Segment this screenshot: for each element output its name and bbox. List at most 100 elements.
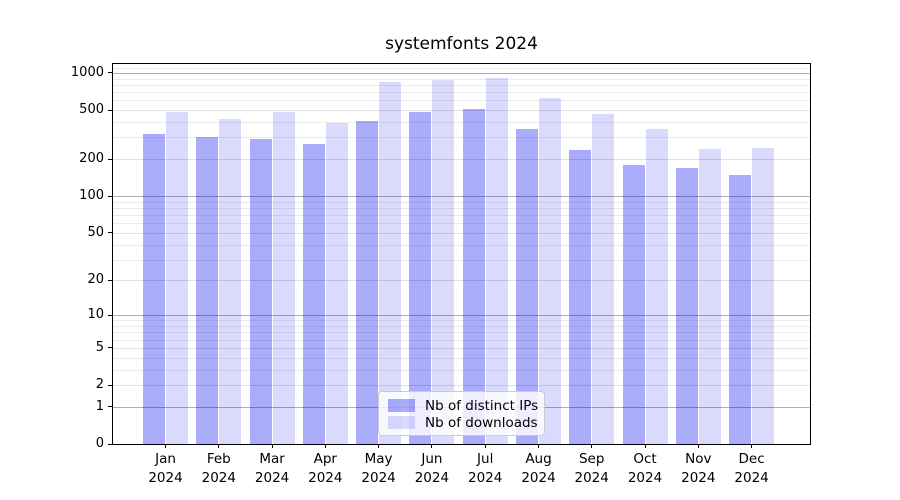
y-tick-label: 2: [95, 377, 104, 392]
x-tick-month: Jul: [477, 451, 494, 467]
legend-swatch-distinct-ips: [388, 399, 415, 412]
x-tick-label: Nov 2024: [666, 450, 730, 488]
x-tick-year: 2024: [361, 470, 396, 486]
bar-distinct-ips: [302, 144, 325, 444]
x-tick-year: 2024: [414, 470, 450, 486]
bar-downloads: [592, 113, 615, 444]
legend-swatch-downloads: [388, 416, 415, 429]
x-axis-tick: [697, 444, 699, 448]
legend-item-distinct-ips: Nb of distinct IPs: [388, 398, 538, 414]
bar-distinct-ips: [675, 167, 698, 444]
y-axis-tick: [108, 384, 112, 386]
x-tick-month: Dec: [738, 451, 765, 467]
y-axis-tick: [108, 443, 112, 445]
y-tick-label: 5: [95, 339, 104, 355]
gridline: [113, 232, 810, 234]
x-axis-tick: [218, 444, 220, 448]
x-tick-month: Aug: [525, 451, 552, 467]
y-tick-label: 1000: [70, 64, 104, 80]
x-tick-month: Mar: [259, 451, 285, 467]
gridline-minor: [113, 201, 810, 203]
bar-distinct-ips: [462, 108, 485, 444]
gridline-minor: [113, 339, 810, 341]
bar-downloads: [219, 119, 242, 444]
x-tick-label: Aug 2024: [507, 450, 571, 488]
gridline-major: [113, 315, 810, 317]
bar-distinct-ips: [249, 139, 272, 444]
x-tick-label: Sep 2024: [560, 450, 624, 488]
bar-distinct-ips: [569, 150, 592, 444]
x-axis-tick: [324, 444, 326, 448]
bar-distinct-ips: [356, 120, 379, 444]
x-axis-tick: [644, 444, 646, 448]
x-axis-tick: [431, 444, 433, 448]
x-tick-month: Apr: [313, 451, 337, 467]
x-axis-tick: [378, 444, 380, 448]
x-tick-year: 2024: [521, 470, 556, 486]
gridline-minor: [113, 320, 810, 322]
y-tick-label: 10: [87, 307, 104, 323]
x-tick-year: 2024: [201, 470, 236, 486]
x-tick-label: Oct 2024: [613, 450, 677, 488]
bar-downloads: [539, 98, 561, 444]
x-tick-month: Jun: [421, 451, 443, 467]
x-tick-label: Dec 2024: [720, 450, 784, 488]
x-tick-month: Oct: [633, 451, 657, 467]
gridline-minor: [113, 207, 810, 209]
gridline-minor: [113, 122, 810, 123]
x-axis-tick: [271, 444, 273, 448]
y-axis-tick: [108, 195, 112, 197]
gridline-minor: [113, 332, 810, 334]
x-tick-year: 2024: [308, 470, 343, 486]
y-tick-label: 100: [79, 188, 104, 204]
y-tick-label: 50: [87, 224, 104, 240]
x-tick-label: Feb 2024: [187, 450, 251, 488]
legend: Nb of distinct IPs Nb of downloads: [378, 391, 545, 436]
y-axis-tick: [108, 158, 112, 160]
x-tick-month: Feb: [206, 451, 231, 467]
x-tick-label: Apr 2024: [293, 450, 357, 488]
x-tick-year: 2024: [148, 470, 183, 486]
bar-downloads: [325, 123, 348, 444]
y-tick-label: 20: [87, 272, 104, 288]
gridline-minor: [113, 78, 810, 80]
x-tick-label: May 2024: [347, 450, 411, 488]
y-tick-label: 0: [95, 436, 104, 451]
bar-downloads: [379, 81, 402, 444]
bar-downloads: [752, 148, 775, 444]
gridline-minor: [113, 223, 810, 225]
gridline: [113, 280, 810, 282]
x-tick-month: Nov: [685, 451, 712, 467]
gridline: [113, 110, 810, 111]
legend-item-downloads: Nb of downloads: [388, 415, 538, 431]
bar-downloads: [485, 77, 508, 444]
x-tick-label: Jul 2024: [453, 450, 517, 488]
x-tick-label: Jan 2024: [134, 450, 198, 488]
bar-downloads: [166, 112, 188, 444]
y-axis-tick: [108, 314, 112, 316]
x-tick-label: Mar 2024: [240, 450, 304, 488]
gridline: [113, 159, 810, 161]
x-tick-label: Jun 2024: [400, 450, 464, 488]
gridline-major: [113, 72, 810, 74]
bar-distinct-ips: [729, 174, 752, 444]
x-tick-month: Jan: [155, 451, 176, 467]
plot-area: [112, 63, 811, 445]
x-axis-tick: [591, 444, 593, 448]
bar-distinct-ips: [622, 164, 645, 444]
chart-title: systemfonts 2024: [385, 34, 538, 54]
bar-downloads: [272, 112, 295, 444]
bar-distinct-ips: [196, 137, 219, 444]
x-tick-year: 2024: [574, 470, 609, 486]
y-tick-label: 1: [95, 398, 104, 414]
x-tick-year: 2024: [734, 470, 769, 486]
gridline-minor: [113, 357, 810, 359]
gridline-minor: [113, 259, 810, 261]
gridline-minor: [113, 215, 810, 216]
y-axis-tick: [108, 347, 112, 349]
bar-downloads: [432, 79, 455, 444]
x-axis-tick: [484, 444, 486, 448]
gridline-minor: [113, 326, 810, 327]
x-tick-month: Sep: [578, 451, 605, 467]
